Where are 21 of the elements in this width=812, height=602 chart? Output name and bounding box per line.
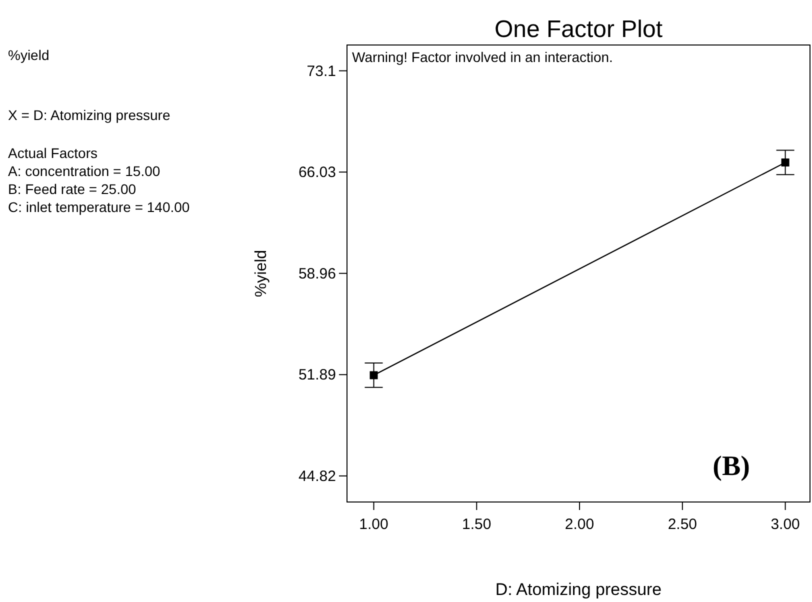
y-tick-label: 73.1 <box>306 62 336 80</box>
x-tick-label: 1.50 <box>462 516 492 533</box>
text: C: inlet temperature = 140.00 <box>8 199 190 215</box>
y-tick-label: 51.89 <box>298 366 336 384</box>
x-tick-label: 2.00 <box>564 516 594 533</box>
x-tick-label: 2.50 <box>668 516 698 533</box>
x-axis-title: D: Atomizing pressure <box>495 580 662 599</box>
text: X = D: Atomizing pressure <box>8 107 170 123</box>
y-axis-title: %yield <box>253 250 270 298</box>
y-tick-label: 44.82 <box>298 468 336 485</box>
y-tick-label: 66.03 <box>298 164 336 182</box>
annotation: (B) <box>712 451 750 482</box>
x-tick-label: 3.00 <box>770 516 800 533</box>
x-tick-label: 1.00 <box>359 516 388 533</box>
text: A: concentration = 15.00 <box>8 163 160 179</box>
y-tick-label: 58.96 <box>298 265 336 282</box>
chart-title: One Factor Plot <box>494 16 663 43</box>
annotation: Warning! Factor involved in an interaction. <box>352 49 613 65</box>
text: Actual Factors <box>8 145 98 161</box>
text: %yield <box>8 47 50 63</box>
text: B: Feed rate = 25.00 <box>8 181 136 197</box>
